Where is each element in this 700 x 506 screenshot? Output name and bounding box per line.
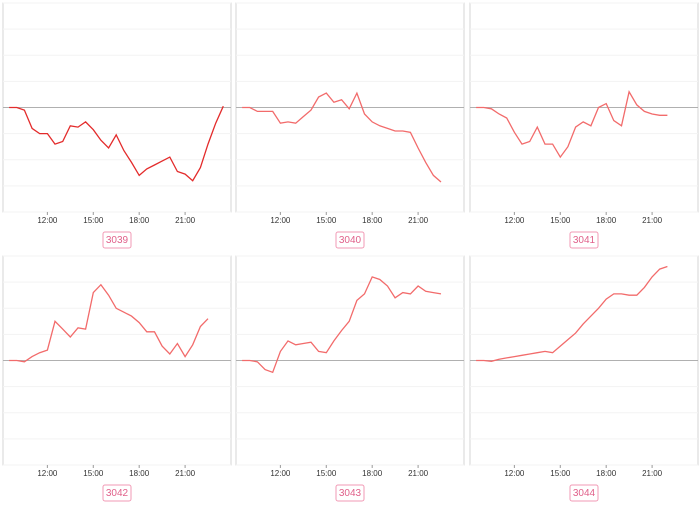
x-tick-label: 18:00 [129,469,150,478]
x-tick-label: 15:00 [83,216,104,225]
x-tick-label: 12:00 [504,469,525,478]
x-tick-label: 18:00 [596,216,617,225]
x-tick-label: 18:00 [362,216,383,225]
data-line [9,283,209,363]
x-tick-label: 15:00 [316,469,337,478]
series-label: 3040 [339,235,362,246]
x-tick-label: 15:00 [550,216,571,225]
x-tick-label: 12:00 [504,216,525,225]
data-line [242,276,442,374]
series-label: 3044 [573,488,596,499]
x-tick-label: 15:00 [316,216,337,225]
x-tick-label: 12:00 [37,216,58,225]
data-line [476,265,668,362]
series-label: 3041 [573,235,596,246]
x-tick-label: 18:00 [362,469,383,478]
x-tick-label: 18:00 [129,216,150,225]
series-label-box [569,231,599,249]
x-tick-label: 21:00 [408,469,429,478]
series-label-box [102,231,132,249]
x-tick-label: 21:00 [408,216,429,225]
series-label: 3042 [106,488,129,499]
series-label: 3043 [339,488,362,499]
x-tick-label: 18:00 [596,469,617,478]
data-line [476,90,668,159]
series-label: 3039 [106,235,129,246]
series-label-box [335,231,365,249]
x-tick-label: 12:00 [270,216,291,225]
x-tick-label: 21:00 [175,469,196,478]
x-tick-label: 21:00 [642,469,663,478]
series-label-box [102,484,132,502]
data-line [9,105,224,182]
data-line [242,91,442,183]
series-label-box [569,484,599,502]
x-tick-label: 12:00 [270,469,291,478]
x-tick-label: 12:00 [37,469,58,478]
x-tick-label: 21:00 [642,216,663,225]
series-label-box [335,484,365,502]
x-tick-label: 15:00 [83,469,104,478]
x-tick-label: 15:00 [550,469,571,478]
x-tick-label: 21:00 [175,216,196,225]
